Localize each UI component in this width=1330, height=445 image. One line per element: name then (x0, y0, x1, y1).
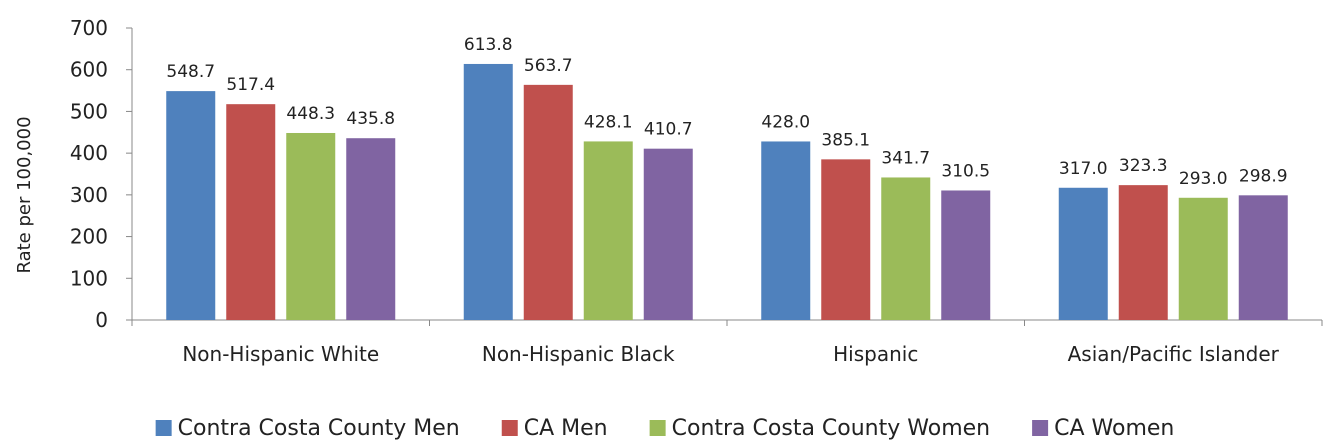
data-label: 563.7 (524, 56, 573, 76)
bar (643, 148, 693, 320)
legend-swatch (155, 420, 172, 436)
y-tick-label: 300 (70, 183, 108, 207)
bar (761, 141, 811, 320)
data-label: 323.3 (1119, 156, 1168, 176)
category-label: Non-Hispanic Black (482, 342, 675, 366)
legend: Contra Costa County Men CA Men Contra Cost… (155, 416, 1174, 441)
x-axis-tick-marks (131, 320, 1323, 326)
data-label: 410.7 (644, 120, 693, 140)
data-label: 428.1 (584, 112, 633, 132)
bar (226, 104, 276, 320)
bar (523, 84, 573, 321)
legend-swatch (501, 420, 518, 436)
bar (463, 63, 513, 321)
bar (346, 138, 396, 320)
data-labels: 548.7 517.4 448.3 435.8 613.8 563.7 428.1 410.7… (166, 35, 1287, 189)
legend-swatch (649, 420, 666, 436)
data-label: 613.8 (464, 35, 513, 55)
category-label: Hispanic (833, 342, 918, 366)
y-tick-label: 200 (70, 225, 108, 249)
legend-label: CA Men (524, 416, 608, 441)
data-label: 448.3 (286, 104, 335, 124)
y-tick-label: 500 (70, 99, 108, 123)
bar (1058, 187, 1108, 320)
legend-label: CA Women (1054, 416, 1174, 441)
bar (821, 159, 871, 320)
bar (1238, 195, 1288, 320)
data-label: 435.8 (346, 109, 395, 129)
bar (286, 132, 336, 320)
y-tick-label: 700 (70, 16, 108, 40)
bar (166, 91, 216, 321)
data-label: 548.7 (166, 62, 215, 82)
data-label: 317.0 (1059, 159, 1108, 179)
data-label: 517.4 (226, 75, 275, 95)
y-tick-label: 100 (70, 266, 108, 290)
data-label: 428.0 (761, 112, 810, 132)
legend-swatch (1032, 420, 1049, 436)
y-tick-label: 0 (95, 308, 108, 332)
data-label: 293.0 (1179, 169, 1228, 189)
bar (1118, 185, 1168, 320)
legend-label: Contra Costa County Women (672, 416, 990, 441)
data-label: 310.5 (941, 161, 990, 181)
category-labels: Non-Hispanic White Non-Hispanic Black Hisp… (182, 342, 1279, 366)
category-label: Asian/Pacific Islander (1068, 342, 1280, 366)
data-label: 341.7 (881, 148, 930, 168)
y-tick-label: 400 (70, 141, 108, 165)
data-label: 298.9 (1239, 166, 1288, 186)
bar (1178, 197, 1228, 320)
legend-label: Contra Costa County Men (178, 416, 460, 441)
bar (583, 141, 633, 320)
bar (941, 190, 991, 320)
bar (881, 177, 931, 320)
y-axis-title: Rate per 100,000 (14, 116, 35, 273)
category-label: Non-Hispanic White (182, 342, 379, 366)
y-axis-ticks: 0 100 200 300 400 500 600 700 (70, 16, 133, 332)
bars (166, 63, 1288, 321)
data-label: 385.1 (821, 130, 870, 150)
y-tick-label: 600 (70, 58, 108, 82)
